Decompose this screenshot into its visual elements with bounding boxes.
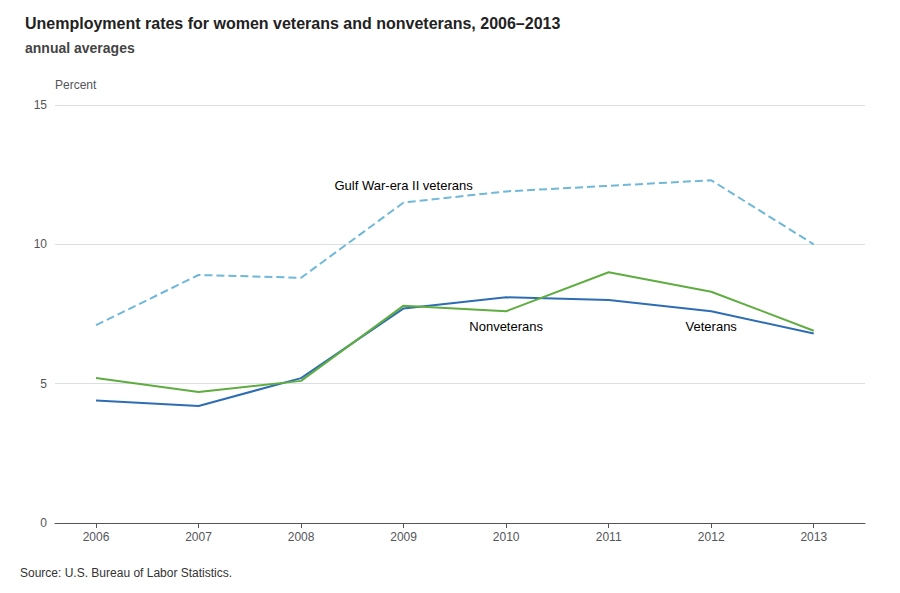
svg-text:5: 5 bbox=[40, 377, 47, 391]
svg-text:2008: 2008 bbox=[288, 530, 315, 544]
svg-text:Unemployment rates for women v: Unemployment rates for women veterans an… bbox=[25, 15, 560, 32]
svg-text:2012: 2012 bbox=[698, 530, 725, 544]
svg-text:Veterans: Veterans bbox=[686, 319, 738, 334]
svg-text:Gulf War-era II veterans: Gulf War-era II veterans bbox=[334, 178, 473, 193]
svg-text:10: 10 bbox=[34, 237, 48, 251]
svg-text:15: 15 bbox=[34, 98, 48, 112]
svg-text:2009: 2009 bbox=[390, 530, 417, 544]
svg-text:Source: U.S. Bureau of Labor S: Source: U.S. Bureau of Labor Statistics. bbox=[20, 566, 232, 580]
svg-text:2007: 2007 bbox=[185, 530, 212, 544]
svg-text:0: 0 bbox=[40, 516, 47, 530]
svg-text:Percent: Percent bbox=[55, 78, 97, 92]
svg-text:2010: 2010 bbox=[493, 530, 520, 544]
svg-text:annual averages: annual averages bbox=[25, 40, 135, 56]
svg-text:2013: 2013 bbox=[800, 530, 827, 544]
svg-text:2006: 2006 bbox=[83, 530, 110, 544]
svg-text:Nonveterans: Nonveterans bbox=[469, 319, 543, 334]
svg-text:2011: 2011 bbox=[596, 530, 622, 544]
